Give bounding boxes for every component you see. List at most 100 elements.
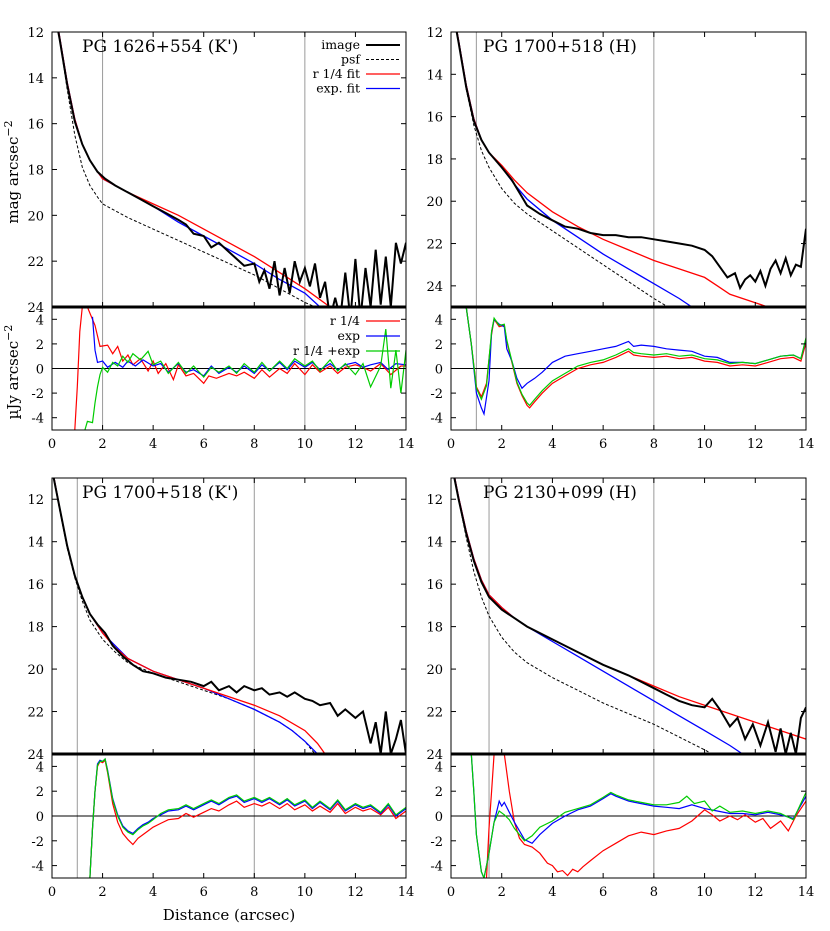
y-tick-label: 18 bbox=[27, 164, 44, 179]
y-tick-label: 14 bbox=[426, 68, 443, 83]
y-tick-label: 2 bbox=[435, 338, 443, 353]
legend-label: psf bbox=[341, 52, 361, 67]
y-tick-label: 2 bbox=[435, 785, 443, 800]
x-axis-title: Distance (arcsec) bbox=[163, 906, 295, 924]
y-axis-title-top-main: mag arcsec bbox=[4, 137, 22, 224]
residual-exp-line bbox=[470, 754, 806, 878]
profile-series bbox=[453, 478, 806, 754]
y-tick-label: 20 bbox=[426, 195, 443, 210]
residual-series bbox=[465, 307, 806, 417]
x-tick-label: 6 bbox=[200, 437, 208, 452]
y-tick-label: -4 bbox=[430, 860, 443, 875]
y-tick-label: 16 bbox=[27, 118, 44, 133]
y-tick-label: -2 bbox=[430, 387, 443, 402]
y-tick-label: 18 bbox=[426, 153, 443, 168]
residual-exp-line bbox=[465, 307, 806, 417]
y-axis-title-bottom-main: µJy arcsec bbox=[4, 341, 22, 420]
panel-title: PG 1700+518 (K') bbox=[82, 483, 238, 503]
x-tick-label: 4 bbox=[548, 885, 556, 900]
y-tick-label: 14 bbox=[27, 536, 44, 551]
profile-frame bbox=[450, 477, 807, 755]
residual-exp-line bbox=[91, 316, 406, 377]
residual-r14-line bbox=[465, 307, 806, 409]
image-line bbox=[455, 32, 806, 291]
psf-line bbox=[453, 478, 713, 754]
y-tick-label: 20 bbox=[27, 209, 44, 224]
y-tick-label: 0 bbox=[36, 363, 44, 378]
y-tick-label: 16 bbox=[27, 578, 44, 593]
psf-line bbox=[53, 478, 316, 754]
legend-label: r 1/4 +exp bbox=[293, 343, 360, 358]
x-tick-label: 12 bbox=[747, 885, 764, 900]
y-tick-label: 0 bbox=[36, 810, 44, 825]
x-tick-label: 14 bbox=[798, 885, 815, 900]
x-tick-label: 14 bbox=[398, 885, 415, 900]
residual-series bbox=[74, 307, 406, 430]
y-tick-label: 20 bbox=[27, 663, 44, 678]
residual-series bbox=[470, 754, 806, 878]
y-tick-label: -2 bbox=[31, 835, 44, 850]
residual-exp-line bbox=[89, 757, 406, 878]
residual-combo-line bbox=[89, 757, 406, 878]
panel-title: PG 2130+099 (H) bbox=[483, 483, 637, 503]
x-tick-label: 10 bbox=[696, 885, 713, 900]
y-tick-label: 4 bbox=[435, 760, 443, 775]
x-tick-label: 6 bbox=[200, 885, 208, 900]
x-tick-label: 10 bbox=[297, 437, 314, 452]
profile-series bbox=[455, 32, 806, 307]
y-tick-label: 18 bbox=[27, 621, 44, 636]
x-tick-label: 0 bbox=[48, 437, 56, 452]
y-tick-label: -4 bbox=[430, 412, 443, 427]
x-tick-label: 2 bbox=[498, 437, 506, 452]
y-tick-label: 4 bbox=[36, 760, 44, 775]
legend-label: exp bbox=[338, 328, 360, 343]
y-tick-label: 12 bbox=[27, 493, 44, 508]
x-tick-label: 0 bbox=[48, 885, 56, 900]
image-line bbox=[453, 478, 806, 754]
x-tick-label: 12 bbox=[347, 885, 364, 900]
residual-r14-line bbox=[74, 307, 406, 430]
panel-title: PG 1700+518 (H) bbox=[483, 37, 637, 57]
y-tick-label: -2 bbox=[430, 835, 443, 850]
x-tick-label: 6 bbox=[599, 437, 607, 452]
exp-fit-line bbox=[53, 478, 318, 754]
y-tick-label: 14 bbox=[426, 536, 443, 551]
image-line bbox=[52, 478, 406, 754]
y-tick-label: 2 bbox=[36, 785, 44, 800]
y-tick-label: 2 bbox=[36, 338, 44, 353]
x-tick-label: 0 bbox=[447, 437, 455, 452]
profile-series bbox=[52, 478, 406, 754]
x-tick-label: 8 bbox=[650, 885, 658, 900]
psf-line bbox=[57, 32, 316, 307]
y-tick-label: -2 bbox=[31, 387, 44, 402]
y-tick-label: 24 bbox=[426, 748, 443, 763]
x-tick-label: 14 bbox=[398, 437, 415, 452]
residual-combo-line bbox=[470, 754, 806, 878]
exp-fit-line bbox=[454, 478, 743, 754]
legend-label: exp. fit bbox=[316, 81, 360, 96]
x-tick-label: 2 bbox=[98, 885, 106, 900]
y-tick-label: 12 bbox=[27, 26, 44, 41]
y-axis-title-bottom-exp: −2 bbox=[2, 325, 15, 341]
legend-label: image bbox=[321, 37, 360, 52]
x-tick-label: 2 bbox=[498, 885, 506, 900]
residual-series bbox=[89, 757, 406, 878]
y-tick-label: 16 bbox=[426, 111, 443, 126]
y-tick-label: 18 bbox=[426, 621, 443, 636]
x-tick-label: 2 bbox=[98, 437, 106, 452]
residual-combo-line bbox=[465, 307, 806, 407]
y-axis-title-top: mag arcsec−2 bbox=[2, 120, 22, 223]
y-tick-label: 0 bbox=[435, 363, 443, 378]
legend-label: r 1/4 fit bbox=[313, 66, 360, 81]
y-tick-label: 24 bbox=[27, 301, 44, 316]
x-tick-label: 8 bbox=[250, 885, 258, 900]
y-axis-title-top-exp: −2 bbox=[2, 120, 15, 136]
image-line bbox=[57, 32, 406, 307]
profile-series bbox=[57, 32, 406, 307]
